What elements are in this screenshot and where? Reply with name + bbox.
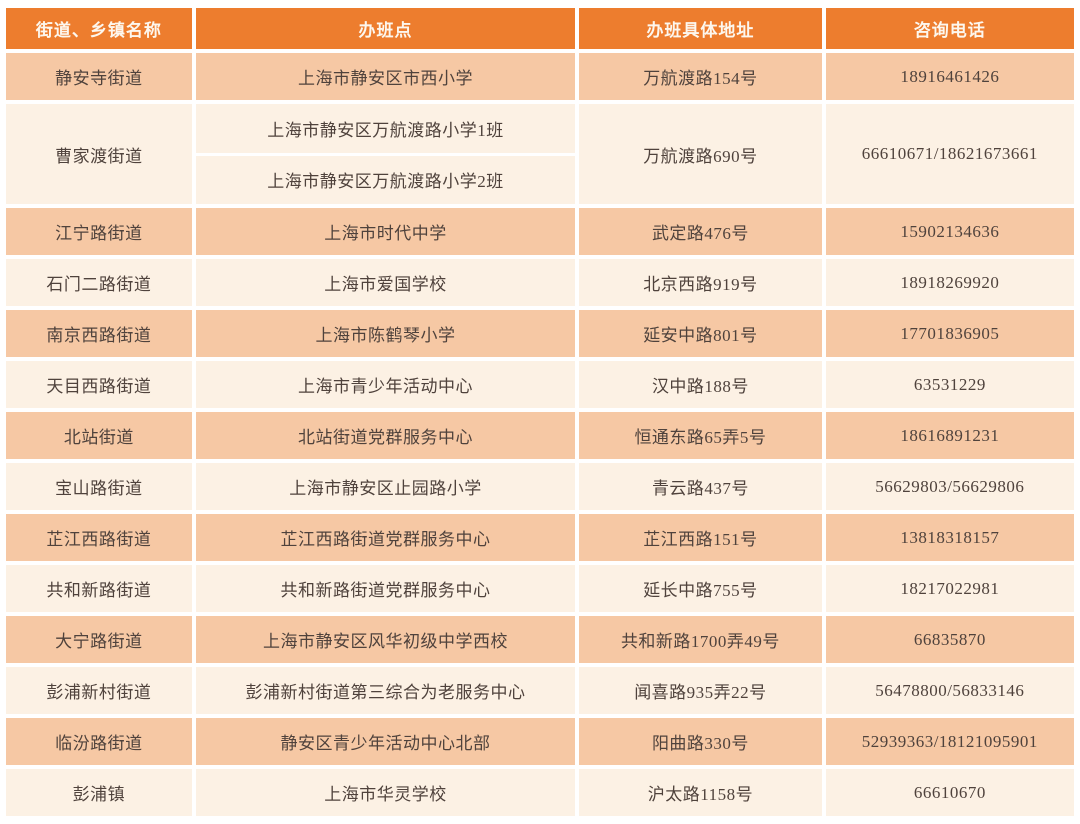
table-row: 天目西路街道 上海市青少年活动中心 汉中路188号 63531229 xyxy=(6,361,1074,408)
address-cell: 闻喜路935弄22号 xyxy=(579,667,822,714)
table-row: 北站街道 北站街道党群服务中心 恒通东路65弄5号 18616891231 xyxy=(6,412,1074,459)
table-row: 宝山路街道 上海市静安区止园路小学 青云路437号 56629803/56629… xyxy=(6,463,1074,510)
class-site-cell-split: 上海市静安区万航渡路小学1班 上海市静安区万航渡路小学2班 xyxy=(195,104,576,204)
phone-cell: 18918269920 xyxy=(825,259,1074,306)
street-name-cell: 宝山路街道 xyxy=(6,463,192,510)
address-cell: 沪太路1158号 xyxy=(579,769,822,816)
class-site-cell: 上海市华灵学校 xyxy=(195,769,576,816)
street-name-cell: 天目西路街道 xyxy=(6,361,192,408)
street-name-cell: 石门二路街道 xyxy=(6,259,192,306)
class-site-subcell: 上海市静安区万航渡路小学1班 xyxy=(195,104,576,156)
phone-cell: 56629803/56629806 xyxy=(825,463,1074,510)
address-cell: 北京西路919号 xyxy=(579,259,822,306)
phone-cell: 18916461426 xyxy=(825,53,1074,100)
table-row: 彭浦新村街道 彭浦新村街道第三综合为老服务中心 闻喜路935弄22号 56478… xyxy=(6,667,1074,714)
street-name-cell: 曹家渡街道 xyxy=(6,104,192,204)
header-class-site: 办班点 xyxy=(195,8,576,49)
table-header-row: 街道、乡镇名称 办班点 办班具体地址 咨询电话 xyxy=(6,8,1074,49)
street-name-cell: 芷江西路街道 xyxy=(6,514,192,561)
table-row: 彭浦镇 上海市华灵学校 沪太路1158号 66610670 xyxy=(6,769,1074,816)
address-cell: 青云路437号 xyxy=(579,463,822,510)
class-sites-table: 街道、乡镇名称 办班点 办班具体地址 咨询电话 静安寺街道 上海市静安区市西小学… xyxy=(6,8,1074,816)
street-name-cell: 彭浦镇 xyxy=(6,769,192,816)
phone-cell: 18217022981 xyxy=(825,565,1074,612)
class-site-cell: 芷江西路街道党群服务中心 xyxy=(195,514,576,561)
phone-cell: 15902134636 xyxy=(825,208,1074,255)
address-cell: 万航渡路690号 xyxy=(579,104,822,204)
address-cell: 共和新路1700弄49号 xyxy=(579,616,822,663)
street-name-cell: 静安寺街道 xyxy=(6,53,192,100)
phone-cell: 18616891231 xyxy=(825,412,1074,459)
table-row: 石门二路街道 上海市爱国学校 北京西路919号 18918269920 xyxy=(6,259,1074,306)
street-name-cell: 共和新路街道 xyxy=(6,565,192,612)
street-name-cell: 临汾路街道 xyxy=(6,718,192,765)
class-site-cell: 上海市时代中学 xyxy=(195,208,576,255)
class-site-cell: 上海市静安区风华初级中学西校 xyxy=(195,616,576,663)
class-site-cell: 上海市陈鹤琴小学 xyxy=(195,310,576,357)
address-cell: 阳曲路330号 xyxy=(579,718,822,765)
table-row: 江宁路街道 上海市时代中学 武定路476号 15902134636 xyxy=(6,208,1074,255)
class-site-cell: 上海市爱国学校 xyxy=(195,259,576,306)
table-row: 南京西路街道 上海市陈鹤琴小学 延安中路801号 17701836905 xyxy=(6,310,1074,357)
phone-cell: 56478800/56833146 xyxy=(825,667,1074,714)
phone-cell: 52939363/18121095901 xyxy=(825,718,1074,765)
phone-cell: 66835870 xyxy=(825,616,1074,663)
header-phone: 咨询电话 xyxy=(825,8,1074,49)
class-site-cell: 北站街道党群服务中心 xyxy=(195,412,576,459)
header-address: 办班具体地址 xyxy=(579,8,822,49)
phone-cell: 66610671/18621673661 xyxy=(825,104,1074,204)
address-cell: 延安中路801号 xyxy=(579,310,822,357)
street-name-cell: 北站街道 xyxy=(6,412,192,459)
address-cell: 汉中路188号 xyxy=(579,361,822,408)
class-site-cell: 上海市青少年活动中心 xyxy=(195,361,576,408)
class-site-cell: 共和新路街道党群服务中心 xyxy=(195,565,576,612)
street-name-cell: 大宁路街道 xyxy=(6,616,192,663)
table-row-merged: 曹家渡街道 上海市静安区万航渡路小学1班 上海市静安区万航渡路小学2班 万航渡路… xyxy=(6,104,1074,204)
class-site-cell: 上海市静安区市西小学 xyxy=(195,53,576,100)
table-row: 芷江西路街道 芷江西路街道党群服务中心 芷江西路151号 13818318157 xyxy=(6,514,1074,561)
table-row: 大宁路街道 上海市静安区风华初级中学西校 共和新路1700弄49号 668358… xyxy=(6,616,1074,663)
table-row: 临汾路街道 静安区青少年活动中心北部 阳曲路330号 52939363/1812… xyxy=(6,718,1074,765)
street-name-cell: 江宁路街道 xyxy=(6,208,192,255)
address-cell: 恒通东路65弄5号 xyxy=(579,412,822,459)
class-site-cell: 上海市静安区止园路小学 xyxy=(195,463,576,510)
street-name-cell: 南京西路街道 xyxy=(6,310,192,357)
phone-cell: 13818318157 xyxy=(825,514,1074,561)
address-cell: 芷江西路151号 xyxy=(579,514,822,561)
class-site-subcell: 上海市静安区万航渡路小学2班 xyxy=(267,172,504,192)
address-cell: 万航渡路154号 xyxy=(579,53,822,100)
phone-cell: 17701836905 xyxy=(825,310,1074,357)
class-site-cell: 静安区青少年活动中心北部 xyxy=(195,718,576,765)
address-cell: 武定路476号 xyxy=(579,208,822,255)
street-name-cell: 彭浦新村街道 xyxy=(6,667,192,714)
phone-cell: 63531229 xyxy=(825,361,1074,408)
header-street-name: 街道、乡镇名称 xyxy=(6,8,192,49)
table-row: 共和新路街道 共和新路街道党群服务中心 延长中路755号 18217022981 xyxy=(6,565,1074,612)
table-row: 静安寺街道 上海市静安区市西小学 万航渡路154号 18916461426 xyxy=(6,53,1074,100)
class-site-cell: 彭浦新村街道第三综合为老服务中心 xyxy=(195,667,576,714)
phone-cell: 66610670 xyxy=(825,769,1074,816)
address-cell: 延长中路755号 xyxy=(579,565,822,612)
